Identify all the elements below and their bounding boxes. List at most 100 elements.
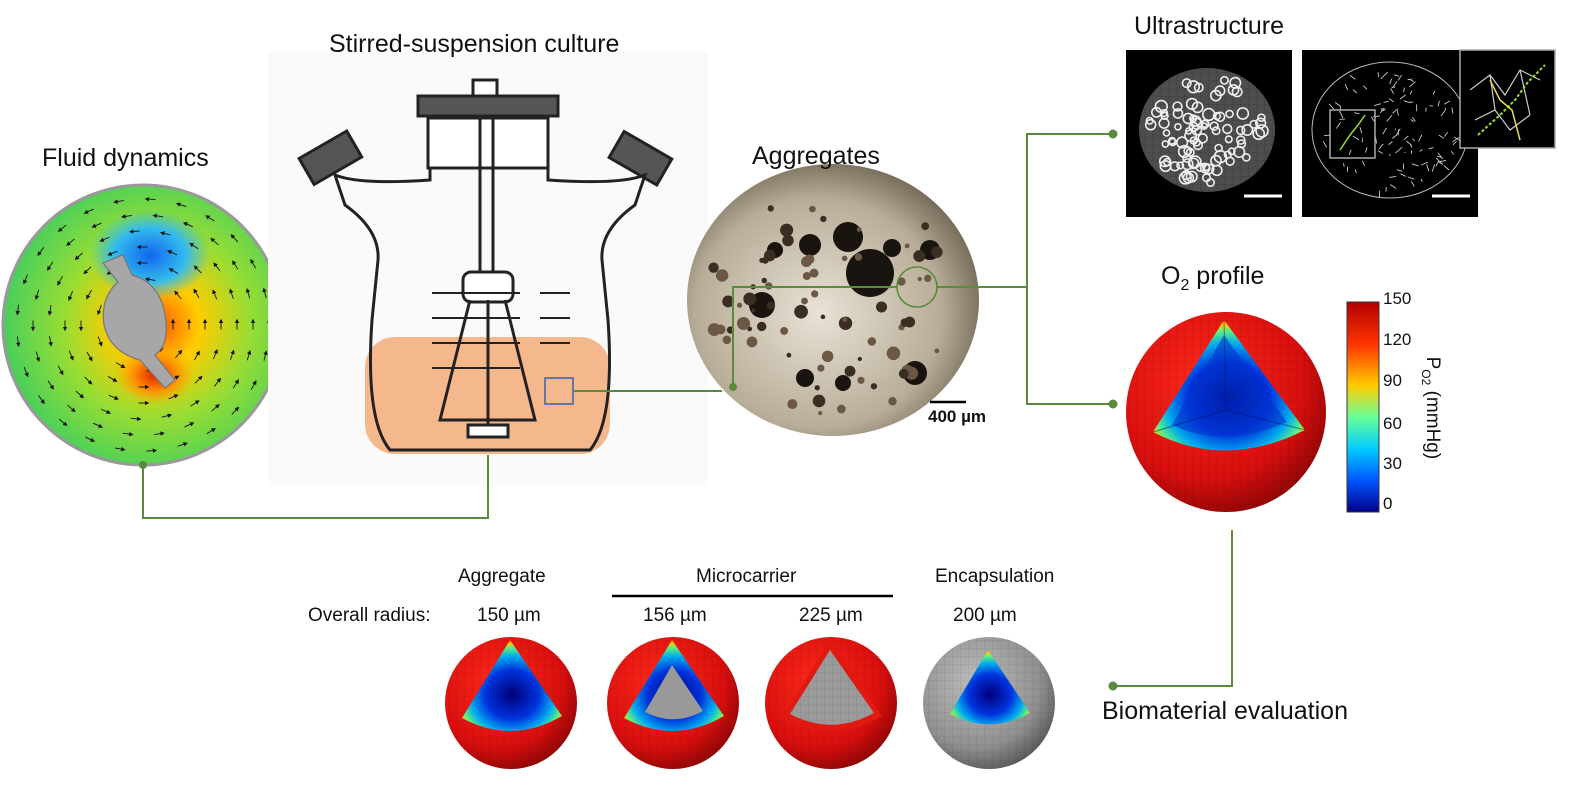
- aggregate-particle: [817, 364, 825, 372]
- flow-arrow: [210, 237, 219, 246]
- aggregate-particle: [833, 222, 863, 252]
- aggregate-particle: [715, 269, 729, 282]
- flow-arrow: [159, 231, 171, 236]
- cell-outline: [1172, 101, 1183, 112]
- network-edge: [1370, 116, 1375, 122]
- o2-profile-title: O2 profile: [1161, 262, 1265, 294]
- flow-arrow: [184, 422, 195, 428]
- aggregate-particle: [812, 394, 826, 408]
- cell-network-texture: [1144, 75, 1269, 188]
- flow-arrow: [189, 242, 199, 250]
- network-edge: [1418, 134, 1423, 142]
- aggregate-particle: [837, 404, 846, 414]
- aggregate-particle: [931, 246, 943, 258]
- colorbar-tick: 90: [1383, 371, 1402, 390]
- flow-arrow: [193, 288, 200, 299]
- network-edge: [1444, 100, 1451, 105]
- network-edge: [1432, 90, 1436, 95]
- network-edge: [1452, 140, 1457, 146]
- aggregate-particle: [780, 326, 789, 335]
- aggregate-particle: [782, 234, 794, 247]
- aggregate-particle: [870, 383, 878, 390]
- aggregate-particle: [763, 249, 776, 262]
- cell-outline: [1181, 158, 1194, 171]
- network-edge: [1344, 83, 1349, 91]
- cell-outline: [1197, 133, 1208, 144]
- aggregate-particle: [838, 316, 853, 330]
- aggregate-particle: [707, 323, 721, 336]
- flow-arrow: [154, 431, 165, 436]
- flow-arrow: [211, 404, 220, 412]
- network-edge: [1352, 89, 1358, 94]
- cell-outline: [1209, 121, 1219, 131]
- flow-arrow: [37, 247, 45, 257]
- flow-arrow: [231, 406, 240, 415]
- network-edge: [1383, 100, 1389, 103]
- network-edge: [1392, 108, 1399, 114]
- cell-outline: [1235, 125, 1246, 136]
- network-edge: [1397, 129, 1400, 136]
- aggregate-particle: [801, 256, 812, 268]
- cell-outline: [1229, 76, 1242, 89]
- cell-outline: [1241, 124, 1254, 136]
- cell-outline: [1186, 80, 1200, 94]
- group-label-microcarrier: Microcarrier: [696, 566, 797, 587]
- aggregate-particle: [844, 365, 856, 377]
- aggregate-particle: [737, 316, 751, 330]
- network-edge: [1349, 74, 1356, 80]
- flow-arrow: [263, 350, 268, 361]
- flow-arrow: [85, 436, 96, 442]
- network-edge: [1354, 112, 1360, 115]
- cell-outline: [1192, 140, 1204, 151]
- colorbar-tick: 0: [1383, 494, 1393, 513]
- ultrastructure-image-2: [1302, 50, 1478, 217]
- cell-outline: [1222, 123, 1233, 135]
- spinner-flask-drawing: [268, 52, 708, 487]
- overall-radius-label: Overall radius:: [308, 605, 431, 626]
- aggregate-particle: [799, 234, 821, 256]
- flow-arrow: [152, 213, 164, 219]
- scale-bar-label: 400 µm: [928, 407, 986, 426]
- aggregate-particle: [757, 321, 767, 332]
- network-edge: [1393, 74, 1400, 77]
- flow-arrow: [47, 380, 54, 390]
- network-edge: [1443, 165, 1450, 171]
- cell-outline: [1161, 140, 1170, 148]
- aggregate-particle: [856, 226, 862, 232]
- network-edge: [1444, 107, 1447, 110]
- cell-outline: [1211, 126, 1221, 136]
- network-edge: [1394, 128, 1397, 130]
- flow-arrow: [57, 365, 64, 376]
- flow-arrow: [122, 431, 134, 437]
- aggregate-particle: [913, 250, 926, 263]
- aggregate-particle: [818, 411, 823, 416]
- network-edge: [1403, 100, 1411, 104]
- cell-outline: [1168, 137, 1177, 147]
- radius-value: 200 µm: [953, 605, 1017, 626]
- cell-outline: [1214, 85, 1226, 97]
- radius-value: 156 µm: [643, 605, 707, 626]
- cell-outline: [1252, 127, 1266, 141]
- network-edge: [1392, 134, 1398, 139]
- cell-outline: [1190, 117, 1203, 130]
- flow-arrow: [262, 287, 267, 299]
- aggregate-particle: [814, 385, 820, 391]
- flow-arrow: [68, 350, 74, 361]
- network-edge: [1354, 169, 1357, 174]
- cell-outline: [1249, 119, 1259, 129]
- flow-arrow: [206, 428, 216, 435]
- network-edge: [1377, 150, 1384, 154]
- flow-arrow: [48, 335, 53, 347]
- cell-outline: [1162, 129, 1171, 137]
- network-edge: [1348, 149, 1352, 155]
- network-edge: [1438, 161, 1443, 165]
- network-edge: [1426, 164, 1430, 172]
- aggregate-particle: [722, 295, 735, 308]
- colorbar-tick: 30: [1383, 454, 1402, 473]
- cell-outline: [1178, 171, 1192, 185]
- aggregate-particle: [794, 304, 808, 319]
- eval-sphere-encapsulation: [923, 637, 1055, 769]
- aggregate-particle: [846, 249, 894, 297]
- cell-outline: [1225, 109, 1234, 119]
- cell-outline: [1235, 135, 1246, 145]
